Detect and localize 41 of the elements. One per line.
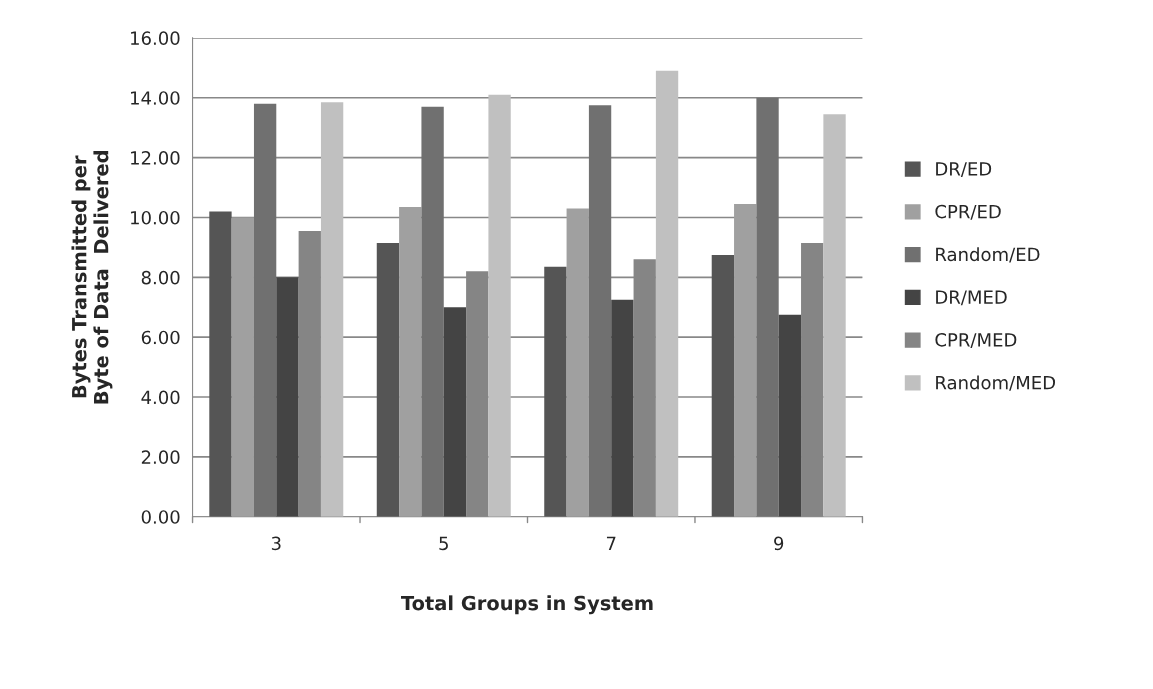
y-tick-label: 12.00: [131, 151, 180, 165]
bar: [778, 314, 802, 517]
bar: [253, 103, 277, 517]
y-tick-label: 6.00: [141, 330, 180, 345]
bar: [320, 102, 344, 517]
bar: [734, 204, 757, 517]
x-tick-label: 7: [606, 536, 616, 550]
bar: [209, 211, 232, 517]
bar: [756, 97, 779, 517]
y-tick-label: 14.00: [131, 91, 180, 105]
y-tick-label: 2.00: [141, 450, 180, 465]
legend-label: CPR/MED: [935, 333, 1017, 349]
bar: [276, 277, 299, 517]
y-tick-label: 0.00: [141, 510, 180, 524]
x-tick-label: 9: [774, 536, 784, 551]
bar: [611, 299, 634, 517]
bar: [588, 105, 612, 517]
legend-label: Random/MED: [936, 375, 1056, 391]
bar: [544, 266, 567, 517]
bar: [376, 242, 400, 517]
legend-label: DR/ED: [936, 162, 992, 178]
legend-label: DR/MED: [936, 290, 1007, 306]
bar: [488, 94, 511, 517]
y-tick-label: 10.00: [131, 210, 180, 225]
bar: [655, 70, 679, 517]
x-tick-label: 5: [439, 536, 448, 551]
bar: [823, 114, 846, 517]
y-tick-label: 16.00: [131, 31, 180, 46]
y-axis-title: Bytes Transmitted per Byte of Data Delivered: [71, 151, 113, 404]
y-tick-label: 4.00: [141, 390, 180, 405]
y-tick-label: 8.00: [141, 270, 180, 285]
bar: [231, 217, 254, 517]
x-tick-label: 3: [271, 536, 281, 551]
x-axis-title: Total Groups in System: [401, 595, 653, 615]
legend-label: CPR/ED: [935, 204, 1001, 220]
legend-label: Random/ED: [936, 247, 1040, 263]
bar: [421, 106, 444, 517]
bar: [399, 206, 422, 517]
bar: [566, 208, 589, 517]
bar: [711, 254, 735, 517]
bar: [443, 307, 467, 517]
